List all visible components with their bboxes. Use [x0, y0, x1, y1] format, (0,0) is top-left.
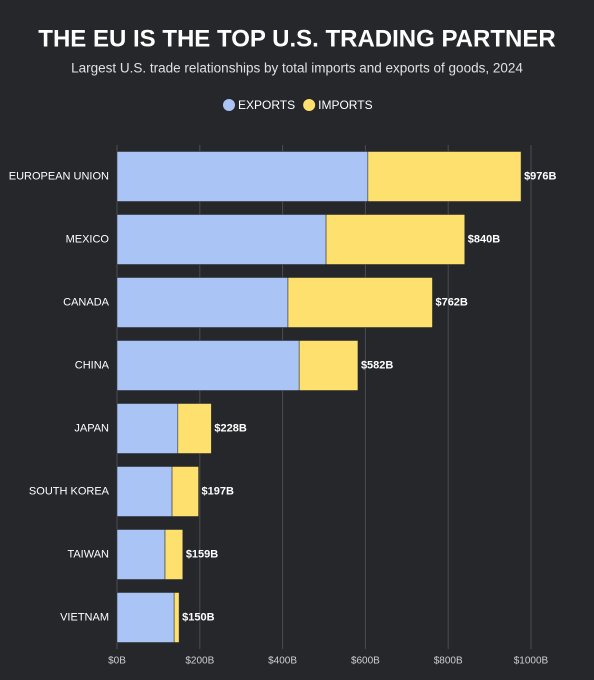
bar-segment	[116, 151, 369, 202]
bar-segment	[171, 466, 199, 517]
bar-segment	[367, 151, 522, 202]
total-label: $197B	[202, 485, 234, 497]
legend-label: EXPORTS	[238, 98, 295, 112]
x-tick-label: $400B	[268, 656, 297, 667]
bar-segment	[116, 340, 300, 391]
x-tick-label: $0B	[108, 656, 126, 667]
y-tick-label: SOUTH KOREA	[29, 485, 110, 497]
chart-title: THE EU IS THE TOP U.S. TRADING PARTNER	[38, 25, 555, 52]
bar-segment	[325, 214, 466, 265]
bar-segment	[116, 466, 173, 517]
y-tick-label: TAIWAN	[67, 548, 109, 560]
x-tick-label: $600B	[351, 656, 380, 667]
y-tick-label: MEXICO	[66, 233, 110, 245]
bar-segment	[116, 214, 327, 265]
x-tick-label: $200B	[185, 656, 214, 667]
legend-label: IMPORTS	[318, 98, 372, 112]
y-tick-label: VIETNAM	[60, 611, 109, 623]
total-label: $159B	[186, 548, 218, 560]
total-label: $976B	[524, 170, 556, 182]
y-tick-label: CANADA	[63, 296, 110, 308]
bar-segment	[116, 592, 175, 643]
total-label: $150B	[182, 611, 214, 623]
y-tick-label: EUROPEAN UNION	[9, 170, 109, 182]
bar-segment	[116, 529, 166, 580]
chart-subtitle: Largest U.S. trade relationships by tota…	[71, 61, 523, 76]
total-label: $840B	[468, 233, 500, 245]
bar-segment	[298, 340, 359, 391]
y-tick-label: JAPAN	[74, 422, 109, 434]
total-label: $582B	[361, 359, 393, 371]
legend-swatch	[303, 99, 316, 111]
y-tick-label: CHINA	[75, 359, 110, 371]
x-tick-label: $800B	[434, 656, 463, 667]
total-label: $762B	[435, 296, 467, 308]
bar-segment	[164, 529, 184, 580]
bar-segment	[173, 592, 180, 643]
total-label: $228B	[214, 422, 246, 434]
bar-segment	[177, 403, 212, 454]
x-tick-label: $1000B	[514, 656, 549, 667]
bar-segment	[287, 277, 433, 328]
bar-segment	[116, 403, 179, 454]
legend-swatch	[223, 99, 235, 111]
bar-segment	[116, 277, 289, 328]
